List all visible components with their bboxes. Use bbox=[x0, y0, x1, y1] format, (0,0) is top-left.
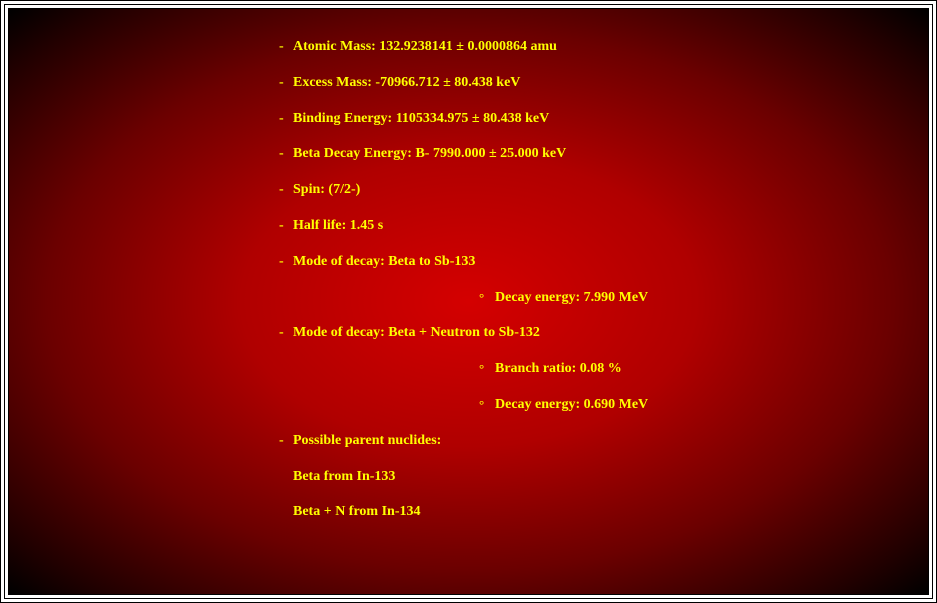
bullet-marker: ° bbox=[479, 290, 495, 306]
dash-marker: - bbox=[279, 39, 293, 56]
dash-marker: - bbox=[279, 146, 293, 163]
dash-marker: - bbox=[279, 325, 293, 342]
row-excess-mass: - Excess Mass: -70966.712 ± 80.438 keV bbox=[279, 75, 928, 92]
row-decay-2-energy: ° Decay energy: 0.690 MeV bbox=[479, 397, 928, 414]
decay-2-branch-text: Branch ratio: 0.08 % bbox=[495, 361, 622, 378]
excess-mass-text: Excess Mass: -70966.712 ± 80.438 keV bbox=[293, 75, 520, 92]
row-decay-1-energy: ° Decay energy: 7.990 MeV bbox=[479, 290, 928, 307]
row-half-life: - Half life: 1.45 s bbox=[279, 218, 928, 235]
parent-2-text: Beta + N from In-134 bbox=[293, 504, 420, 519]
outer-border: - Atomic Mass: 132.9238141 ± 0.0000864 a… bbox=[0, 0, 937, 603]
decay-mode-2-text: Mode of decay: Beta + Neutron to Sb-132 bbox=[293, 325, 540, 342]
row-decay-mode-1: - Mode of decay: Beta to Sb-133 bbox=[279, 254, 928, 271]
row-spin: - Spin: (7/2-) bbox=[279, 182, 928, 199]
binding-energy-text: Binding Energy: 1105334.975 ± 80.438 keV bbox=[293, 111, 549, 128]
row-decay-2-branch: ° Branch ratio: 0.08 % bbox=[479, 361, 928, 378]
half-life-text: Half life: 1.45 s bbox=[293, 218, 383, 235]
decay-mode-1-text: Mode of decay: Beta to Sb-133 bbox=[293, 254, 475, 271]
row-decay-mode-2: - Mode of decay: Beta + Neutron to Sb-13… bbox=[279, 325, 928, 342]
parent-heading-text: Possible parent nuclides: bbox=[293, 433, 441, 450]
spin-text: Spin: (7/2-) bbox=[293, 182, 360, 199]
row-parent-1: Beta from In-133 bbox=[293, 469, 928, 486]
dash-marker: - bbox=[279, 182, 293, 199]
row-parent-2: Beta + N from In-134 bbox=[293, 504, 928, 521]
property-list: - Atomic Mass: 132.9238141 ± 0.0000864 a… bbox=[279, 39, 928, 521]
dash-marker: - bbox=[279, 111, 293, 128]
row-beta-decay-energy: - Beta Decay Energy: B- 7990.000 ± 25.00… bbox=[279, 146, 928, 163]
beta-decay-energy-text: Beta Decay Energy: B- 7990.000 ± 25.000 … bbox=[293, 146, 566, 163]
bullet-marker: ° bbox=[479, 397, 495, 413]
row-binding-energy: - Binding Energy: 1105334.975 ± 80.438 k… bbox=[279, 111, 928, 128]
atomic-mass-text: Atomic Mass: 132.9238141 ± 0.0000864 amu bbox=[293, 39, 557, 56]
dash-marker: - bbox=[279, 254, 293, 271]
dash-marker: - bbox=[279, 75, 293, 92]
mid-border: - Atomic Mass: 132.9238141 ± 0.0000864 a… bbox=[4, 4, 933, 599]
bullet-marker: ° bbox=[479, 361, 495, 377]
dash-marker: - bbox=[279, 218, 293, 235]
dash-marker: - bbox=[279, 433, 293, 450]
decay-2-energy-text: Decay energy: 0.690 MeV bbox=[495, 397, 648, 414]
decay-1-energy-text: Decay energy: 7.990 MeV bbox=[495, 290, 648, 307]
row-parent-heading: - Possible parent nuclides: bbox=[279, 433, 928, 450]
gradient-panel: - Atomic Mass: 132.9238141 ± 0.0000864 a… bbox=[8, 8, 929, 595]
row-atomic-mass: - Atomic Mass: 132.9238141 ± 0.0000864 a… bbox=[279, 39, 928, 56]
parent-1-text: Beta from In-133 bbox=[293, 469, 395, 484]
